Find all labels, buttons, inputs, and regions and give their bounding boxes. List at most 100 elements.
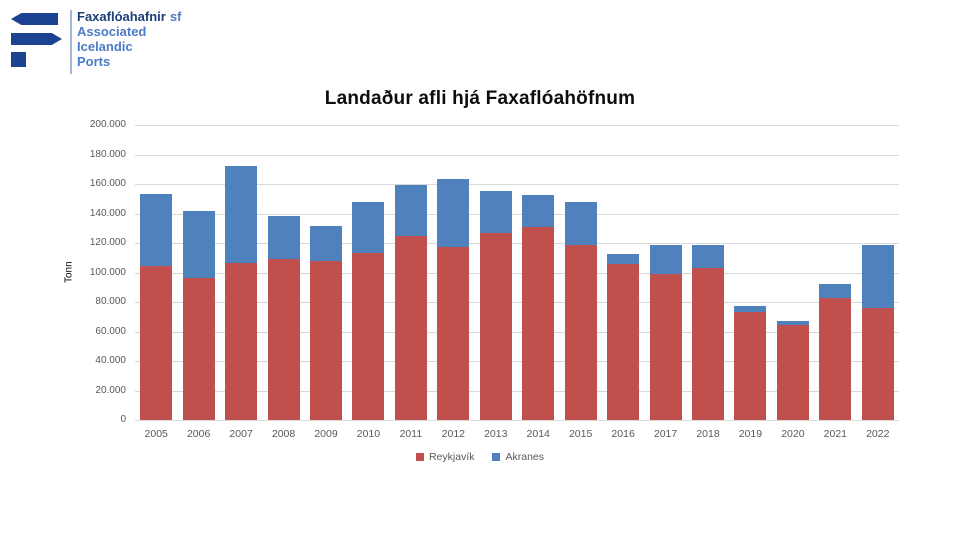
legend: Reykjavík Akranes <box>60 451 900 463</box>
logo-subtitle-line: Associated <box>77 24 147 39</box>
x-axis-tick-label: 2021 <box>823 428 847 440</box>
x-axis-tick-label: 2022 <box>866 428 890 440</box>
gridline <box>135 420 899 421</box>
y-axis-tick-label: 140.000 <box>89 207 126 219</box>
x-axis-tick-label: 2018 <box>696 428 720 440</box>
faxafloahafnir-logo: Faxaflóahafnir sf Associated Icelandic Po… <box>11 9 271 76</box>
bar-reykjavik-2009 <box>310 261 342 420</box>
gridline <box>135 213 899 215</box>
gridline <box>135 243 899 244</box>
x-axis-tick-label: 2007 <box>229 428 253 440</box>
x-axis-tick-label: 2020 <box>781 428 805 440</box>
x-axis-tick-label: 2008 <box>271 428 296 440</box>
bar-reykjavik-2014 <box>522 226 555 420</box>
bar-reykjavik-2021 <box>819 297 852 420</box>
gridline <box>135 390 899 392</box>
bar-akranes-2022 <box>861 245 894 308</box>
bar-reykjavik-2013 <box>479 233 512 420</box>
bar-reykjavik-2012 <box>437 247 470 420</box>
bar-akranes-2010 <box>352 202 385 254</box>
y-axis-tick-label: 100.000 <box>89 266 126 278</box>
x-axis-tick-label: 2017 <box>653 428 678 440</box>
bar-reykjavik-2008 <box>267 259 300 420</box>
y-axis-tick-label: 0 <box>120 414 126 425</box>
legend-item-akranes: Akranes <box>492 451 544 463</box>
logo-subtitle-line: Ports <box>77 54 111 69</box>
x-axis-tick-label: 2009 <box>314 428 338 440</box>
legend-swatch-icon <box>415 453 424 461</box>
logo-square-shape <box>11 52 26 67</box>
bar-reykjavik-2010 <box>352 253 385 420</box>
bar-akranes-2018 <box>692 245 724 269</box>
x-axis-tick-label: 2010 <box>356 428 381 440</box>
x-axis-tick-label: 2011 <box>399 428 423 440</box>
y-axis-tick-label: 200.000 <box>89 119 126 130</box>
x-axis-tick-label: 2014 <box>526 428 550 440</box>
gridline <box>135 331 899 333</box>
gridline <box>135 184 899 185</box>
bar-akranes-2009 <box>310 226 342 262</box>
bar-akranes-2012 <box>437 178 470 248</box>
bar-akranes-2020 <box>776 321 809 325</box>
bar-reykjavik-2016 <box>607 263 640 420</box>
y-axis-tick-label: 160.000 <box>89 178 126 189</box>
gridline <box>135 154 899 156</box>
legend-swatch-icon <box>492 453 501 461</box>
bar-akranes-2006 <box>182 211 215 279</box>
bar-akranes-2021 <box>819 284 852 298</box>
bar-akranes-2015 <box>564 202 597 246</box>
logo-text: Faxaflóahafnir sf Associated Icelandic Po… <box>77 9 181 69</box>
logo-brand-line: Faxaflóahafnir sf <box>77 9 181 24</box>
legend-label: Reykjavík <box>428 451 475 463</box>
x-axis-tick-label: 2016 <box>611 428 635 440</box>
bar-reykjavik-2020 <box>776 324 809 420</box>
gridline <box>135 302 899 303</box>
bar-reykjavik-2006 <box>182 278 215 420</box>
bar-reykjavik-2011 <box>394 235 427 420</box>
logo-subtitle-line: Icelandic <box>77 39 133 54</box>
y-axis-tick-label: 40.000 <box>95 355 126 366</box>
logo-arrow-right-shape <box>11 33 62 45</box>
bar-reykjavik-2022 <box>861 307 894 420</box>
x-axis-tick-label: 2013 <box>484 428 508 440</box>
bar-akranes-2013 <box>479 191 512 234</box>
x-axis-tick-label: 2006 <box>186 428 211 440</box>
bar-reykjavik-2017 <box>649 273 682 420</box>
bar-reykjavik-2007 <box>225 262 258 420</box>
y-axis-tick-label: 80.000 <box>95 296 126 307</box>
bar-akranes-2017 <box>649 245 682 274</box>
bar-akranes-2019 <box>734 306 767 313</box>
gridline <box>135 272 899 274</box>
y-axis-tick-label: 180.000 <box>89 148 126 160</box>
x-axis-tick-label: 2019 <box>738 428 763 440</box>
bar-akranes-2008 <box>267 215 300 260</box>
logo-brand-suffix: sf <box>169 9 182 24</box>
bar-reykjavik-2015 <box>564 245 597 420</box>
gridline <box>135 125 899 126</box>
x-axis-tick-label: 2012 <box>441 428 465 440</box>
bar-reykjavik-2019 <box>734 312 767 420</box>
legend-item-reykjavik: Reykjavík <box>415 451 475 463</box>
y-axis-tick-label: 20.000 <box>95 384 126 396</box>
chart-title: Landaður afli hjá Faxaflóahöfnum <box>324 88 636 109</box>
bar-reykjavik-2018 <box>692 268 724 420</box>
y-axis-tick-label: 120.000 <box>89 237 126 248</box>
x-axis-tick-label: 2005 <box>144 428 168 440</box>
bar-akranes-2011 <box>394 184 427 236</box>
bar-reykjavik-2005 <box>140 265 173 420</box>
bar-akranes-2014 <box>522 195 555 227</box>
legend-label: Akranes <box>505 451 545 463</box>
faxafloahafnir-logo-icon <box>11 13 63 69</box>
logo-arrow-left-shape <box>11 13 58 25</box>
plot-area <box>135 125 899 421</box>
logo-brand-name: Faxaflóahafnir <box>77 9 166 24</box>
bar-akranes-2005 <box>140 193 173 266</box>
gridline <box>135 361 899 362</box>
chart-area: Tonn 0 20.000 40.000 60.000 80.000 100.000 120… <box>60 115 900 480</box>
x-axis-tick-label: 2015 <box>568 428 593 440</box>
logo-divider <box>70 10 72 74</box>
bar-akranes-2007 <box>225 165 258 263</box>
y-axis-tick-label: 60.000 <box>95 325 126 337</box>
bar-akranes-2016 <box>607 254 640 264</box>
